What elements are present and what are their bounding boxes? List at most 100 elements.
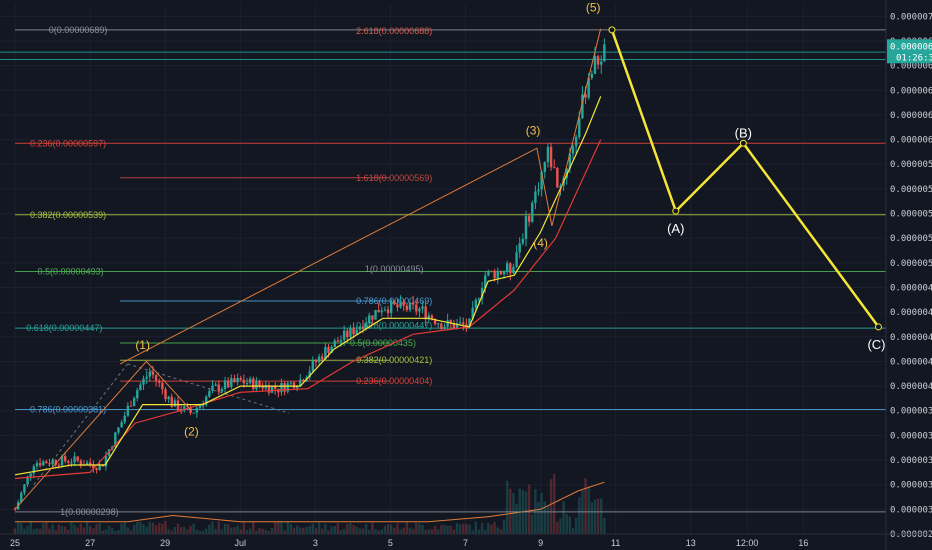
volume-bar [352,525,355,534]
volume-bar [255,530,258,534]
candle-body [418,308,421,312]
candle-body [139,384,142,391]
volume-bar [145,526,148,534]
candle-body [386,309,390,313]
candle-body [455,323,459,329]
volume-bar [16,522,20,534]
candle-body [524,216,528,239]
candle-body [584,94,587,98]
volume-bar [110,528,114,534]
candle-body [540,171,543,190]
projection-path [610,29,880,328]
volume-bar [553,473,556,534]
volume-bar [405,521,409,534]
volume-bar [418,523,421,534]
projection-label: (B) [735,125,752,140]
volume-bar [277,521,280,534]
candle-body [73,456,76,463]
volume-bar [537,502,540,534]
volume-bar [32,529,36,534]
volume-bar [220,529,224,534]
volume-bar [474,521,478,534]
candle-body [76,456,79,461]
candle-body [596,56,600,65]
volume-bar [389,524,393,534]
wave-path [119,28,602,365]
y-tick-label: 0.00000540 [890,210,932,220]
y-tick-label: 0.00000460 [890,308,932,318]
volume-bar [361,528,365,534]
wave-annotations: (1) (2) (3) (4) (5) [14,0,602,510]
candle-body [104,455,108,467]
candle-body [270,386,274,393]
candle-body [355,329,358,335]
candle-body [518,243,521,253]
candle-body [167,396,170,400]
volume-bar [82,527,86,534]
volume-bar [565,514,568,534]
candle-body [38,463,42,466]
volume-bar [317,522,321,534]
volume-bar [346,524,349,534]
y-tick-label: 0.00000280 [890,530,932,540]
y-tick-label: 0.00000400 [890,382,932,392]
candle-body [217,384,220,392]
candle-body [383,309,387,311]
y-tick-label: 0.00000520 [890,234,932,244]
projection-point [608,26,616,34]
fib-level-label: 1(0.00000298) [60,507,119,517]
time-axis[interactable]: 25 27 29 Jul 3 5 7 9 11 13 12:00 16 [0,533,932,548]
projection-point [874,323,882,331]
volume-bar [161,523,164,534]
volume-bar [371,522,374,534]
candle-body [311,360,315,372]
candle-body [568,153,572,169]
candle-body [267,385,271,393]
candle-body [201,404,205,406]
y-tick-label: 0.00000600 [890,136,932,146]
volume-bar [324,523,327,534]
candle-body [226,380,230,388]
volume-bar [176,523,180,534]
candle-body [368,315,371,324]
volume-bar [449,525,452,534]
candle-body [161,382,164,390]
volume-bar [427,529,431,534]
fib-level-label: 1(0.00000495) [365,264,424,274]
volume-bar [73,524,76,534]
volume-bar [540,492,543,534]
volume-bar [477,529,481,534]
volume-bar [311,523,315,534]
price-axis[interactable]: 0.000007000.000006800.000006600.00000640… [885,0,932,550]
projection-label: (C) [867,337,885,352]
fib-level-label: 0.236(0.00000597) [30,138,106,148]
candle-body [565,168,568,179]
volume-bar [142,524,145,534]
candle-body [89,462,92,465]
volume-bar [571,528,575,534]
ma-fast-line [14,96,602,476]
volume-bar [600,498,603,534]
candle-body [537,189,540,192]
candle-body [67,461,70,463]
volume-bar [104,529,108,534]
x-tick-label: Jul [235,538,247,548]
candle-body [192,412,195,414]
candle-body [339,339,343,342]
volume-bar [239,529,242,534]
volume-bar [236,525,239,534]
volume-bar [593,499,597,534]
volume-bar [211,521,214,534]
volume-bar [233,527,236,534]
candle-body [543,162,546,172]
moving-averages [14,96,602,480]
volume-bar [148,521,152,534]
fib-level-label: 0.786(0.00000381) [30,405,106,415]
volume-bar [440,525,443,534]
candle-body [399,301,402,308]
volume-bar [421,525,424,534]
candle-body [107,449,111,456]
candle-body [330,346,333,353]
volume-bar [568,516,572,534]
